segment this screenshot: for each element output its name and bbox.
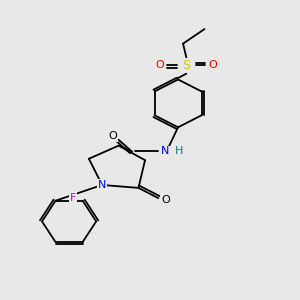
Text: O: O <box>108 131 117 141</box>
Text: O: O <box>161 194 170 205</box>
Text: H: H <box>175 146 183 157</box>
Text: N: N <box>98 180 106 190</box>
Text: O: O <box>208 61 217 70</box>
Text: F: F <box>70 193 76 203</box>
Text: S: S <box>182 59 190 72</box>
Text: O: O <box>155 61 164 70</box>
Text: N: N <box>161 146 169 157</box>
